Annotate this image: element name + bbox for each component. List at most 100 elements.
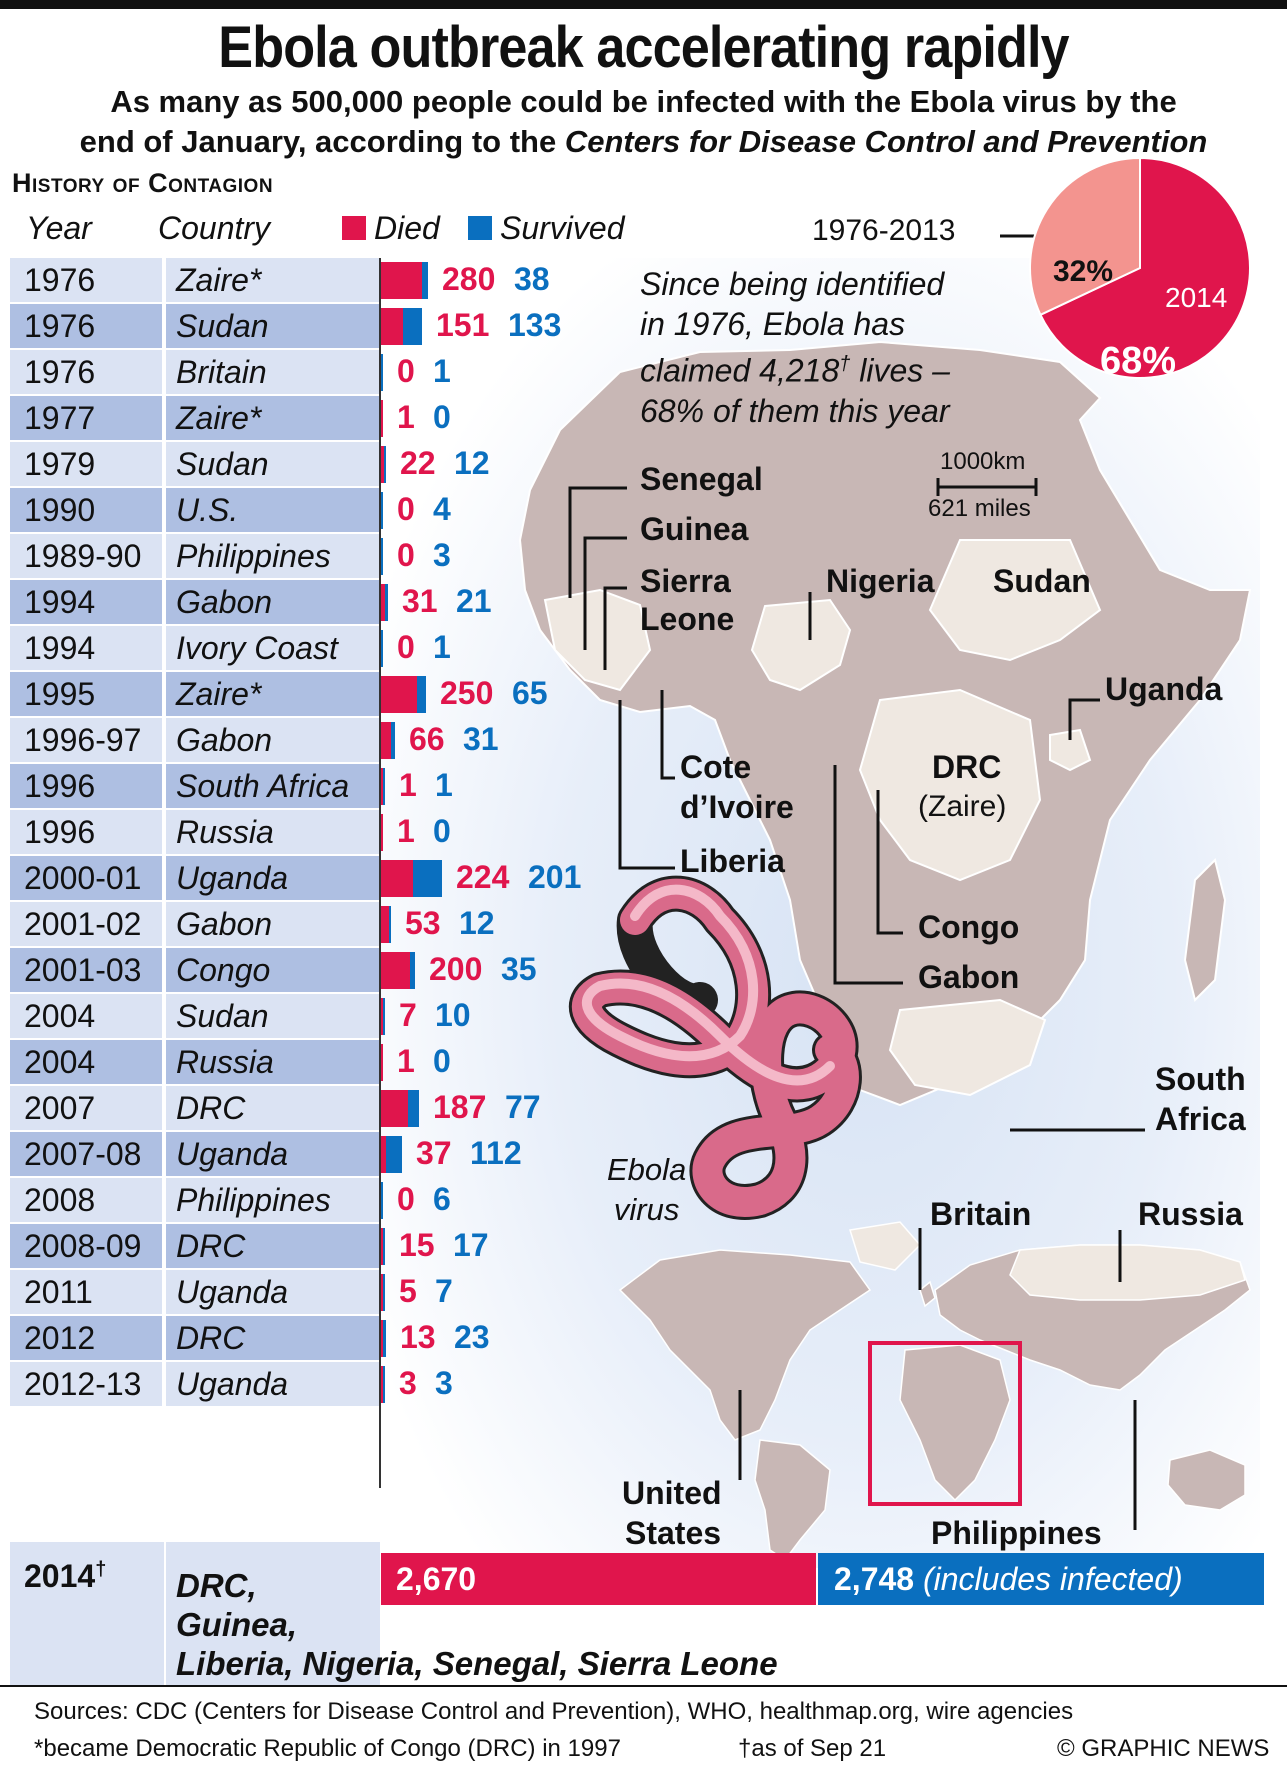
bar-2014-survived [818,1553,1264,1605]
country-text: Philippines [176,1182,331,1218]
year-text: 1996-97 [24,722,142,758]
year-text: 1977 [24,400,96,436]
year-text: 1996 [24,768,96,804]
virus-highlight [581,884,835,1086]
year-text: 2012 [24,1320,96,1356]
label-survived: 12 [459,905,495,941]
sierra-leone-leader [603,586,627,670]
intro-text: Since being identified in 1976, Ebola ha… [640,264,950,431]
label-drc-2: (Zaire) [918,790,1007,823]
country-cell [166,1086,380,1130]
header-country: Country [158,210,271,246]
label-survived: 1 [435,767,453,803]
country-text: Zaire* [176,400,262,436]
label-sudan: Sudan [993,563,1091,599]
bar-2014-died [381,1553,816,1605]
row-2014-dagger: † [95,1558,107,1581]
label-died: 37 [416,1135,452,1171]
label-britain: Britain [930,1196,1032,1232]
australia [1167,1449,1246,1511]
pie-range-label: 1976-2013 [812,214,956,247]
world-africa [899,1344,1011,1502]
table-row: 1976 Britain [10,350,380,394]
bar-died [381,446,384,483]
pie-label-2014: 2014 [1165,282,1228,313]
year-cell [10,672,164,716]
label-survived: 1 [433,629,451,665]
label-south-africa-1: South [1155,1061,1246,1097]
label-uganda: Uganda [1105,671,1223,707]
country-text: Zaire* [176,676,262,712]
country-text: Uganda [176,1366,289,1402]
year-cell [10,350,164,394]
bar-survived [383,1274,385,1311]
pie-slice-1976-2013 [1029,156,1141,317]
label-senegal: Senegal [640,461,763,497]
bar-died [381,1136,386,1173]
table-row: 1995 Zaire* [10,672,380,716]
legend-survived-swatch [468,216,492,240]
year-cell [10,580,164,624]
year-cell [10,488,164,532]
year-cell [10,810,164,854]
world-map [618,1221,1251,1562]
country-cell [166,534,380,578]
bar-died [381,1044,383,1081]
bar-survived [381,1182,383,1219]
country-text: Sudan [176,446,269,482]
virus-caption-line-1: Ebola [607,1152,687,1187]
drc-highlight [858,688,1042,882]
label-survived: 6 [433,1181,451,1217]
country-cell [166,810,380,854]
bar-survived [383,998,385,1035]
ebola-virus-illustration [569,875,862,1220]
bar-died [381,1320,383,1357]
subtitle-line-2-text: end of January, according to the [79,124,565,159]
year-text: 2004 [24,998,96,1034]
country-text: Gabon [176,722,273,758]
bar-survived [383,1228,385,1265]
country-cell [166,488,380,532]
bar-died [381,308,403,345]
liberia-leader [618,700,675,870]
year-cell [10,764,164,808]
label-died: 1 [397,399,415,435]
bar-survived [386,1136,402,1173]
bar-survived [383,1320,386,1357]
label-sierra-leone-2: Leone [640,601,735,637]
label-survived: 0 [433,399,451,435]
label-died: 3 [399,1365,417,1401]
year-text: 2008 [24,1182,96,1218]
year-text: 2007 [24,1090,96,1126]
table-row: 2001-03 Congo [10,948,380,992]
table-row: 1996 South Africa [10,764,380,808]
year-text: 1990 [24,492,96,528]
bar-died [381,676,417,713]
label-died: 151 [436,307,490,343]
table-row: 2008 Philippines [10,1178,380,1222]
label-died: 5 [399,1273,417,1309]
section-title: History of Contagion [12,168,273,199]
bar-survived [410,952,415,989]
intro-line-1: Since being identified [640,266,945,302]
label-died: 1 [397,813,415,849]
year-cell [10,994,164,1038]
table-row: 1989-90 Philippines [10,534,380,578]
scale-km: 1000km [940,448,1026,475]
label-south-africa-2: Africa [1155,1101,1246,1137]
year-text: 1976 [24,308,96,344]
legend-died-swatch [342,216,366,240]
bar-died [381,1366,383,1403]
country-text: Britain [176,354,267,390]
table-row: 1977 Zaire* [10,396,380,440]
south-america [754,1439,831,1562]
intro-dagger: † [839,353,851,375]
bar-died [381,814,383,851]
senegal-leader [568,486,627,598]
intro-line-2: in 1976, Ebola has [640,306,906,342]
year-text: 2011 [24,1274,93,1310]
bar-survived [403,308,422,345]
label-survived: 31 [463,721,499,757]
table-row: 2000-01 Uganda [10,856,380,900]
country-text: Russia [176,1044,274,1080]
